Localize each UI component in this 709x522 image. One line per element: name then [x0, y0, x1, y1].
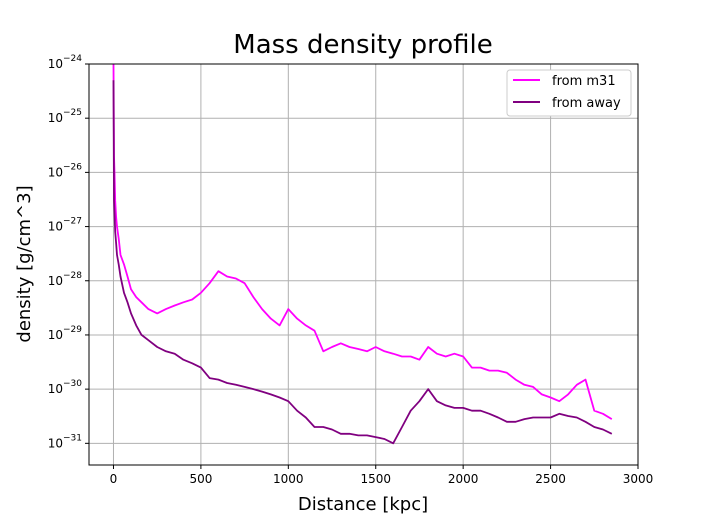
series-group: [112, 63, 613, 445]
y-tick-exponent: −25: [63, 108, 82, 118]
chart-title: Mass density profile: [233, 30, 492, 60]
x-axis-title: Distance [kpc]: [298, 494, 428, 515]
y-tick-label: 10: [48, 111, 63, 125]
y-tick-exponent: −26: [63, 162, 82, 172]
x-tick-label: 2500: [535, 472, 566, 486]
x-tick-label: 3000: [623, 472, 654, 486]
legend-box: [506, 69, 632, 117]
y-tick-label: 10: [48, 436, 63, 450]
y-tick-label: 10: [48, 57, 63, 71]
y-tick-label: 10: [48, 220, 63, 234]
y-tick-label: 10: [48, 165, 63, 179]
y-tick-label: 10: [48, 274, 63, 288]
x-tick-label: 0: [110, 472, 118, 486]
y-axis-title: density [g/cm^3]: [14, 185, 35, 342]
series-line-from-away: [112, 80, 613, 445]
x-tick-label: 2000: [448, 472, 479, 486]
y-tick-label: 10: [48, 328, 63, 342]
y-tick-exponent: −24: [63, 54, 82, 64]
y-tick-exponent: −30: [63, 379, 82, 389]
x-tick-label: 1000: [273, 472, 304, 486]
y-tick-exponent: −27: [63, 217, 82, 227]
y-tick-label: 10: [48, 382, 63, 396]
legend: from m31 from away: [506, 69, 632, 117]
legend-label-m31: from m31: [552, 74, 616, 89]
x-tick-label: 500: [189, 472, 212, 486]
y-tick-exponent: −28: [63, 271, 82, 281]
x-tick-label: 1500: [360, 472, 391, 486]
plot-frame: [88, 63, 639, 466]
legend-label-away: from away: [552, 96, 621, 111]
y-tick-exponent: −29: [63, 325, 82, 335]
x-axis: 0 500 1000 1500 2000 2500 3000: [110, 465, 654, 486]
y-tick-exponent: −31: [63, 433, 82, 443]
series-line-from-m31: [112, 63, 613, 420]
